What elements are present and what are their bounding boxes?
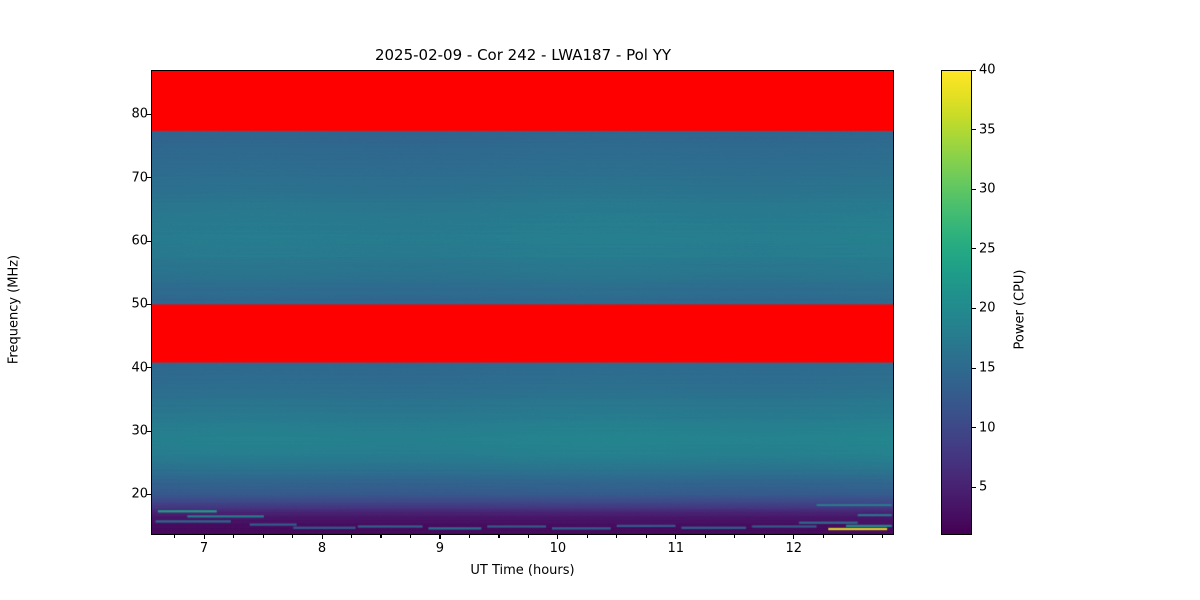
x-tick-minor-mark <box>262 535 264 538</box>
colorbar-tick-label: 40 <box>979 62 996 78</box>
x-tick-minor-mark <box>852 535 854 538</box>
x-tick-minor-mark <box>468 535 471 538</box>
x-tick-minor-mark <box>174 535 176 538</box>
spectrogram-axes <box>151 70 894 535</box>
colorbar-tick-mark <box>972 69 976 71</box>
x-axis-label: UT Time (hours) <box>470 563 575 578</box>
x-tick-minor-mark <box>292 535 294 538</box>
x-tick-minor-mark <box>380 535 382 538</box>
colorbar-label: Power (CPU) <box>1012 269 1028 350</box>
colorbar-tick-mark <box>972 486 976 488</box>
x-tick-mark <box>439 535 441 539</box>
x-tick-mark <box>203 535 205 539</box>
y-tick-mark <box>147 493 151 496</box>
x-tick-label: 12 <box>785 541 803 556</box>
x-tick-mark <box>557 535 559 539</box>
y-tick-label: 70 <box>131 170 148 186</box>
x-tick-minor-mark <box>350 535 353 538</box>
colorbar-gradient <box>942 71 971 534</box>
x-tick-label: 9 <box>435 541 445 556</box>
x-tick-label: 11 <box>667 541 685 556</box>
y-tick-label: 40 <box>131 360 148 376</box>
colorbar-tick-mark <box>972 129 976 131</box>
page-title: 2025-02-09 - Cor 242 - LWA187 - Pol YY <box>374 46 672 64</box>
colorbar <box>941 70 972 535</box>
y-tick-mark <box>147 113 151 115</box>
x-tick-label: 10 <box>549 541 567 556</box>
colorbar-tick-label: 10 <box>979 420 996 436</box>
y-tick-label: 30 <box>131 423 148 439</box>
x-tick-minor-mark <box>498 535 500 538</box>
y-tick-label: 80 <box>131 106 148 122</box>
x-tick-minor-mark <box>704 535 706 538</box>
spectrogram-image <box>152 71 893 534</box>
colorbar-tick-label: 30 <box>979 181 996 197</box>
x-tick-minor-mark <box>586 535 588 538</box>
colorbar-tick-mark <box>972 188 976 190</box>
y-tick-mark <box>147 240 151 242</box>
x-tick-minor-mark <box>645 535 647 538</box>
colorbar-tick-mark <box>972 248 976 250</box>
colorbar-tick-mark <box>972 427 976 429</box>
x-tick-mark <box>793 535 795 539</box>
colorbar-tick-mark <box>972 307 976 310</box>
y-tick-mark <box>147 430 151 432</box>
y-tick-mark <box>147 177 151 179</box>
colorbar-tick-label: 20 <box>979 300 996 316</box>
x-tick-minor-mark <box>233 535 235 538</box>
y-tick-mark <box>147 367 151 369</box>
x-tick-label: 7 <box>199 541 209 556</box>
x-tick-minor-mark <box>409 535 412 538</box>
x-tick-mark <box>675 535 677 539</box>
x-tick-mark <box>321 535 323 539</box>
y-axis-label: Frequency (MHz) <box>6 254 22 365</box>
colorbar-tick-label: 15 <box>979 360 996 376</box>
colorbar-tick-label: 35 <box>979 122 996 138</box>
x-tick-label: 8 <box>317 541 327 556</box>
colorbar-tick-mark <box>972 367 976 369</box>
colorbar-tick-label: 5 <box>979 479 988 495</box>
y-tick-mark <box>147 303 151 305</box>
colorbar-tick-label: 25 <box>979 241 996 257</box>
y-tick-label: 50 <box>131 296 148 312</box>
x-tick-minor-mark <box>527 535 529 538</box>
y-tick-label: 60 <box>131 233 148 249</box>
y-tick-label: 20 <box>131 486 148 502</box>
x-tick-minor-mark <box>734 535 736 538</box>
x-tick-minor-mark <box>763 535 765 538</box>
x-tick-minor-mark <box>616 535 618 538</box>
x-tick-minor-mark <box>881 535 883 538</box>
x-tick-minor-mark <box>822 535 824 538</box>
